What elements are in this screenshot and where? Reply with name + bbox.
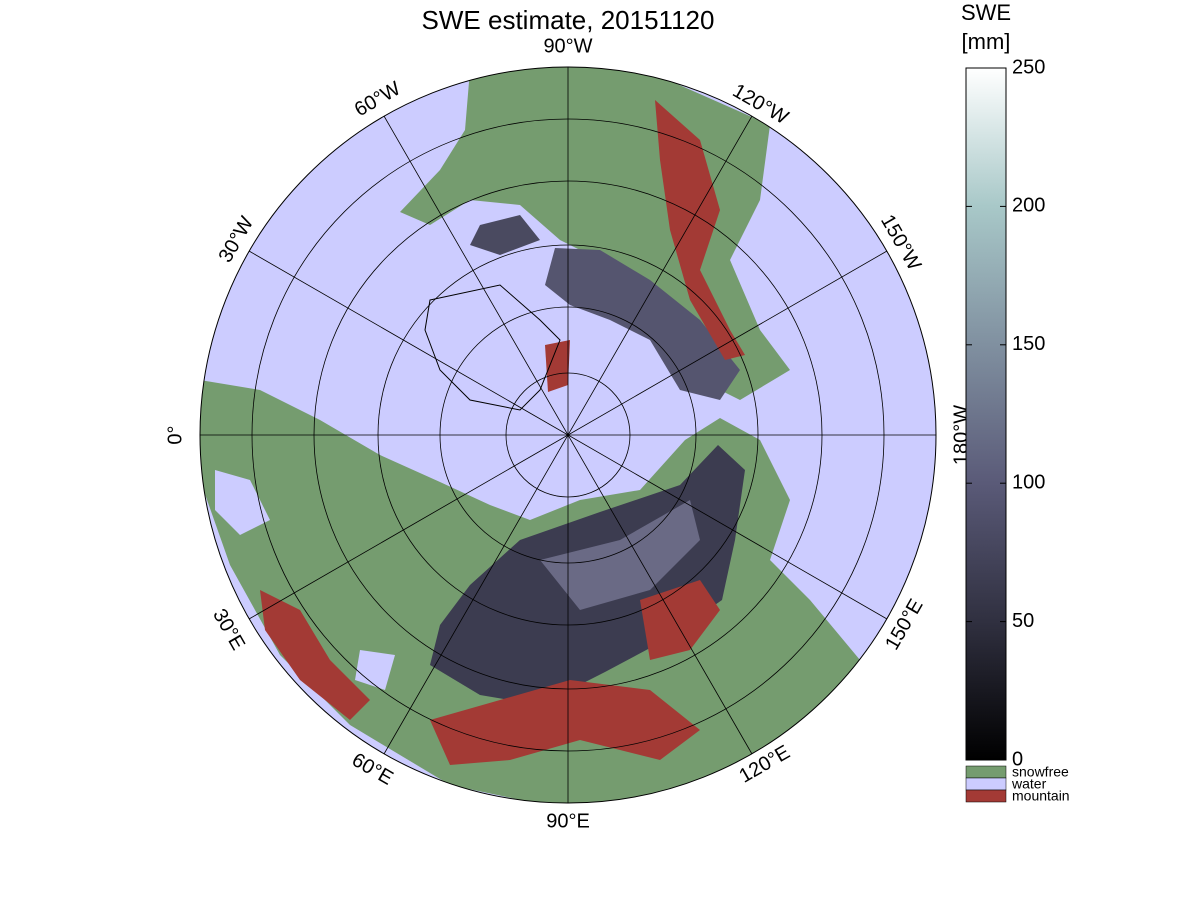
longitude-label: 30°E: [208, 605, 249, 654]
snow-light: [540, 500, 700, 610]
colorbar-tick-label: 0: [1012, 748, 1023, 770]
mountain-rockies: [655, 100, 745, 360]
colorbar-tick-label: 250: [1012, 56, 1045, 78]
colorbar: [965, 67, 1007, 761]
greenland: [424, 284, 561, 411]
legend-swatch: [965, 777, 1007, 791]
legend-label: water: [1011, 776, 1047, 792]
map: [200, 67, 936, 803]
mountain-asia: [430, 680, 700, 765]
mountain-europe: [260, 590, 370, 720]
longitude-label: 90°W: [543, 35, 592, 57]
colorbar-title: SWE: [961, 0, 1011, 25]
colorbar-tick-label: 150: [1012, 333, 1045, 355]
legend-swatch: [965, 765, 1007, 779]
colorbar-tick-label: 100: [1012, 471, 1045, 493]
colorbar-title: [mm]: [962, 29, 1011, 54]
map-border: [199, 66, 937, 804]
snow-canada: [470, 215, 540, 255]
mountain-greenland: [545, 340, 570, 392]
title: SWE estimate, 20151120: [422, 5, 715, 35]
legend-label: mountain: [1012, 788, 1070, 804]
water-mediterranean: [215, 470, 395, 690]
colorbar-axis: 0 50 100 150 200 250: [966, 56, 1045, 770]
snow-na: [545, 248, 740, 400]
legend-label: snowfree: [1012, 764, 1069, 780]
legend-swatch: [965, 789, 1007, 803]
longitude-label: 0°: [164, 425, 186, 444]
colorbar-tick-label: 50: [1012, 610, 1034, 632]
mountain-east: [640, 580, 720, 660]
colorbar-tick-label: 200: [1012, 195, 1045, 217]
longitude-label: 90°E: [546, 810, 590, 832]
graticule: [200, 67, 936, 803]
